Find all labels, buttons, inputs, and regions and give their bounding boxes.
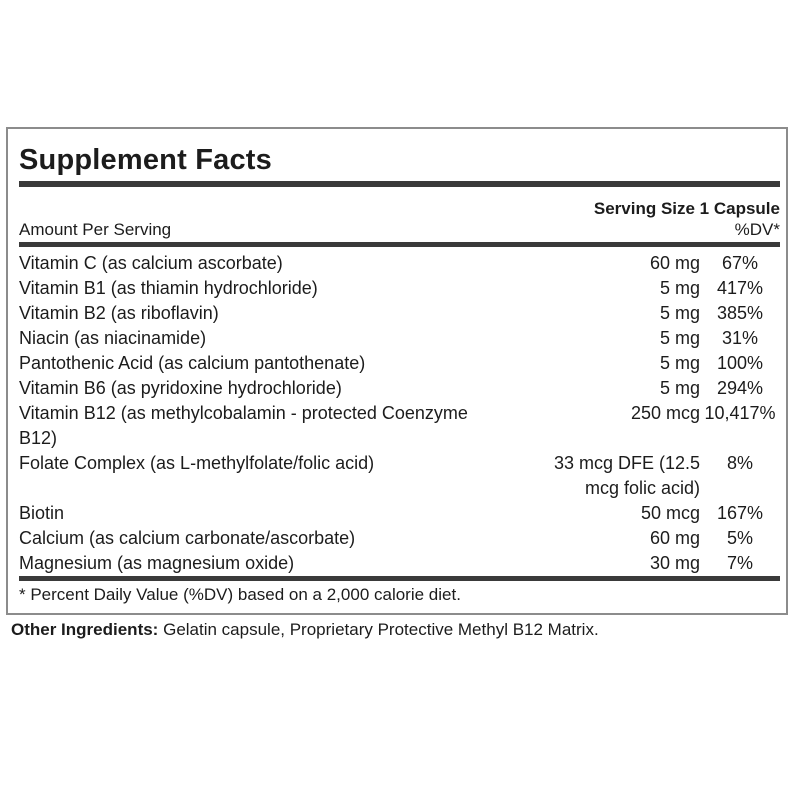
nutrient-amount: 5 mg: [659, 278, 700, 298]
nutrient-amount: 60 mg: [649, 253, 700, 273]
nutrient-dv: 5%: [726, 528, 753, 548]
nutrient-dv: 31%: [721, 328, 759, 348]
nutrient-dv: 100%: [716, 353, 764, 373]
table-row: Vitamin C (as calcium ascorbate) 60 mg 6…: [19, 245, 780, 277]
dv-column-header: %DV*: [700, 219, 780, 247]
nutrient-name: Vitamin B6 (as pyridoxine hydrochloride): [19, 378, 342, 398]
nutrient-amount: 60 mg: [649, 528, 700, 548]
nutrient-amount: 250 mcg: [630, 403, 700, 423]
nutrient-amount: 50 mcg: [640, 503, 700, 523]
table-row: Biotin 50 mcg 167%: [19, 501, 780, 526]
other-ingredients: Other Ingredients: Gelatin capsule, Prop…: [11, 620, 781, 640]
nutrient-amount: 33 mcg DFE (12.5 mcg folic acid): [553, 453, 700, 498]
supplement-facts-panel: Supplement Facts Serving Size 1 Capsule …: [6, 127, 788, 615]
title-divider: [19, 181, 780, 187]
table-row: Calcium (as calcium carbonate/ascorbate)…: [19, 526, 780, 551]
nutrient-amount: 30 mg: [649, 553, 700, 573]
nutrient-dv: 67%: [721, 253, 759, 273]
nutrient-name: Vitamin B2 (as riboflavin): [19, 303, 219, 323]
nutrient-name: Magnesium (as magnesium oxide): [19, 553, 295, 573]
nutrient-dv: 10,417%: [704, 403, 776, 423]
supplement-facts-table: Amount Per Serving %DV* Vitamin C (as ca…: [19, 219, 780, 576]
table-row: Pantothenic Acid (as calcium pantothenat…: [19, 351, 780, 376]
table-row: Magnesium (as magnesium oxide) 30 mg 7%: [19, 551, 780, 576]
other-ingredients-text: Gelatin capsule, Proprietary Protective …: [163, 620, 599, 639]
panel-title: Supplement Facts: [19, 144, 272, 176]
amount-per-serving-header: Amount Per Serving: [19, 219, 499, 247]
nutrient-name: Vitamin C (as calcium ascorbate): [19, 253, 283, 273]
nutrient-name: Pantothenic Acid (as calcium pantothenat…: [19, 353, 366, 373]
nutrient-name: Niacin (as niacinamide): [19, 328, 207, 348]
nutrient-rows: Vitamin C (as calcium ascorbate) 60 mg 6…: [19, 245, 780, 577]
table-header: Amount Per Serving %DV*: [19, 219, 780, 247]
table-row: Folate Complex (as L-methylfolate/folic …: [19, 451, 780, 501]
nutrient-name: Calcium (as calcium carbonate/ascorbate): [19, 528, 356, 548]
table-row: Vitamin B1 (as thiamin hydrochloride) 5 …: [19, 276, 780, 301]
nutrient-name: Biotin: [19, 503, 65, 523]
table-row: Vitamin B12 (as methylcobalamin - protec…: [19, 401, 780, 451]
footnote-divider: [19, 576, 780, 581]
nutrient-dv: 167%: [716, 503, 764, 523]
other-ingredients-label: Other Ingredients:: [11, 620, 159, 639]
table-row: Vitamin B6 (as pyridoxine hydrochloride)…: [19, 376, 780, 401]
nutrient-name: Folate Complex (as L-methylfolate/folic …: [19, 453, 375, 473]
table-row: Niacin (as niacinamide) 5 mg 31%: [19, 326, 780, 351]
nutrient-dv: 417%: [716, 278, 764, 298]
nutrient-dv: 8%: [726, 453, 753, 473]
nutrient-amount: 5 mg: [659, 303, 700, 323]
nutrient-amount: 5 mg: [659, 378, 700, 398]
nutrient-name: Vitamin B1 (as thiamin hydrochloride): [19, 278, 318, 298]
table-header-row: Amount Per Serving %DV*: [19, 219, 780, 247]
daily-value-footnote: * Percent Daily Value (%DV) based on a 2…: [19, 585, 461, 604]
nutrient-name: Vitamin B12 (as methylcobalamin - protec…: [19, 403, 468, 448]
nutrient-dv: 385%: [716, 303, 764, 323]
nutrient-dv: 7%: [726, 553, 753, 573]
nutrient-dv: 294%: [716, 378, 764, 398]
table-row: Vitamin B2 (as riboflavin) 5 mg 385%: [19, 301, 780, 326]
nutrient-amount: 5 mg: [659, 353, 700, 373]
serving-size: Serving Size 1 Capsule: [593, 199, 780, 218]
amount-column-header: [499, 219, 700, 247]
nutrient-amount: 5 mg: [659, 328, 700, 348]
